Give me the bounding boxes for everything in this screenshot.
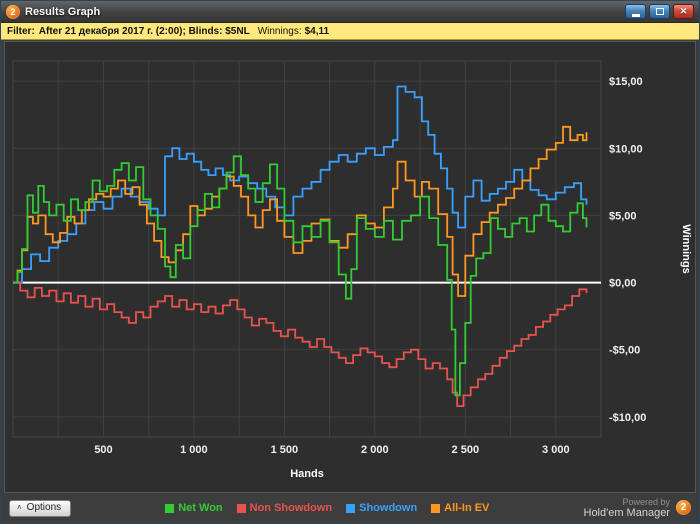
svg-text:$10,00: $10,00 bbox=[609, 143, 643, 155]
brand-name: Hold'em Manager bbox=[583, 506, 670, 519]
legend-swatch-icon bbox=[236, 503, 246, 513]
legend-item: All-In EV bbox=[431, 502, 489, 514]
legend-swatch-icon bbox=[431, 503, 441, 513]
bottom-bar: ˄ Options Net Won Non Showdown Showdown All… bbox=[1, 493, 699, 523]
powered-by-label: Powered by bbox=[622, 496, 670, 507]
svg-text:1 500: 1 500 bbox=[271, 444, 299, 456]
filter-bar: Filter: After 21 декабря 2017 г. (2:00);… bbox=[1, 23, 699, 40]
title-bar[interactable]: 2 Results Graph ✕ bbox=[1, 1, 699, 23]
legend-label: Showdown bbox=[359, 502, 418, 514]
svg-text:$0,00: $0,00 bbox=[609, 278, 637, 290]
filter-value: After 21 декабря 2017 г. (2:00); Blinds:… bbox=[38, 25, 250, 37]
legend-swatch-icon bbox=[346, 503, 356, 513]
legend-item: Net Won bbox=[165, 502, 223, 514]
chart-legend: Net Won Non Showdown Showdown All-In EV bbox=[165, 502, 489, 514]
close-button[interactable]: ✕ bbox=[673, 4, 694, 19]
close-icon: ✕ bbox=[679, 6, 688, 16]
legend-label: Non Showdown bbox=[249, 502, 333, 514]
svg-text:3 000: 3 000 bbox=[542, 444, 570, 456]
legend-label: All-In EV bbox=[444, 502, 490, 514]
svg-text:$15,00: $15,00 bbox=[609, 76, 643, 88]
legend-item: Non Showdown bbox=[236, 502, 333, 514]
hm2-brand-logo-icon: 2 bbox=[675, 500, 691, 516]
powered-by-block: Powered by Hold'em Manager 2 bbox=[584, 497, 691, 520]
svg-text:2 500: 2 500 bbox=[452, 444, 480, 456]
maximize-icon bbox=[655, 8, 664, 15]
legend-item: Showdown bbox=[346, 502, 417, 514]
svg-text:Hands: Hands bbox=[290, 468, 324, 480]
svg-text:Winnings: Winnings bbox=[680, 224, 692, 273]
chevron-up-icon: ˄ bbox=[17, 502, 22, 512]
maximize-button[interactable] bbox=[649, 4, 670, 19]
legend-label: Net Won bbox=[178, 502, 223, 514]
svg-text:500: 500 bbox=[94, 444, 112, 456]
series-showdown bbox=[13, 85, 588, 284]
winnings-label: Winnings: bbox=[257, 25, 302, 37]
series-net-won bbox=[13, 155, 588, 397]
options-button-label: Options bbox=[26, 502, 62, 513]
winnings-value: $4,11 bbox=[304, 25, 330, 37]
svg-text:-$10,00: -$10,00 bbox=[609, 412, 646, 424]
window-title: Results Graph bbox=[25, 5, 101, 18]
minimize-icon bbox=[631, 13, 640, 17]
filter-label: Filter: bbox=[7, 25, 35, 37]
window-controls: ✕ bbox=[625, 4, 694, 19]
svg-text:-$5,00: -$5,00 bbox=[609, 345, 640, 357]
series-non-showdown bbox=[13, 281, 588, 407]
svg-text:$5,00: $5,00 bbox=[609, 210, 637, 222]
options-button[interactable]: ˄ Options bbox=[9, 499, 72, 517]
results-chart: $15,00 $10,00 $5,00 $0,00 -$5,00 -$10,00 500 1 … bbox=[12, 60, 692, 480]
legend-swatch-icon bbox=[165, 503, 175, 513]
minimize-button[interactable] bbox=[625, 4, 646, 19]
hm2-logo-icon: 2 bbox=[6, 4, 20, 19]
svg-text:2 000: 2 000 bbox=[361, 444, 389, 456]
chart-panel: $15,00 $10,00 $5,00 $0,00 -$5,00 -$10,00 500 1 … bbox=[4, 41, 696, 493]
series-all-in-ev bbox=[13, 125, 588, 297]
svg-text:1 000: 1 000 bbox=[180, 444, 208, 456]
